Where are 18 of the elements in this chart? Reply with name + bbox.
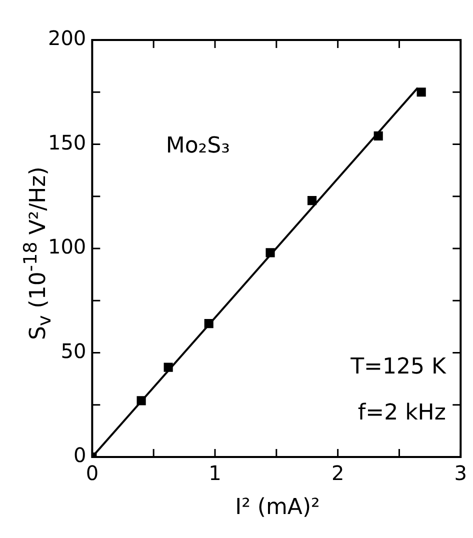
y-tick-label: 150 xyxy=(48,130,86,154)
x-axis-title: I² (mA)² xyxy=(234,495,321,520)
point xyxy=(374,131,383,140)
point xyxy=(204,319,214,328)
x-tick-label: 3 xyxy=(454,461,468,486)
x-tick-label: 1 xyxy=(208,461,222,486)
point xyxy=(164,362,173,372)
point xyxy=(266,248,275,258)
x-tick-label: 2 xyxy=(331,461,344,486)
annotation: f=2 kHz xyxy=(358,400,446,426)
y-tick-label: 50 xyxy=(60,338,86,363)
annotation: Mo₂S₃ xyxy=(166,134,230,159)
point xyxy=(136,396,146,406)
y-tick-label: 200 xyxy=(48,26,86,50)
point xyxy=(307,196,317,206)
annotation: T=125 K xyxy=(350,354,446,380)
point xyxy=(416,88,426,97)
y-tick-label: 0 xyxy=(73,443,86,468)
